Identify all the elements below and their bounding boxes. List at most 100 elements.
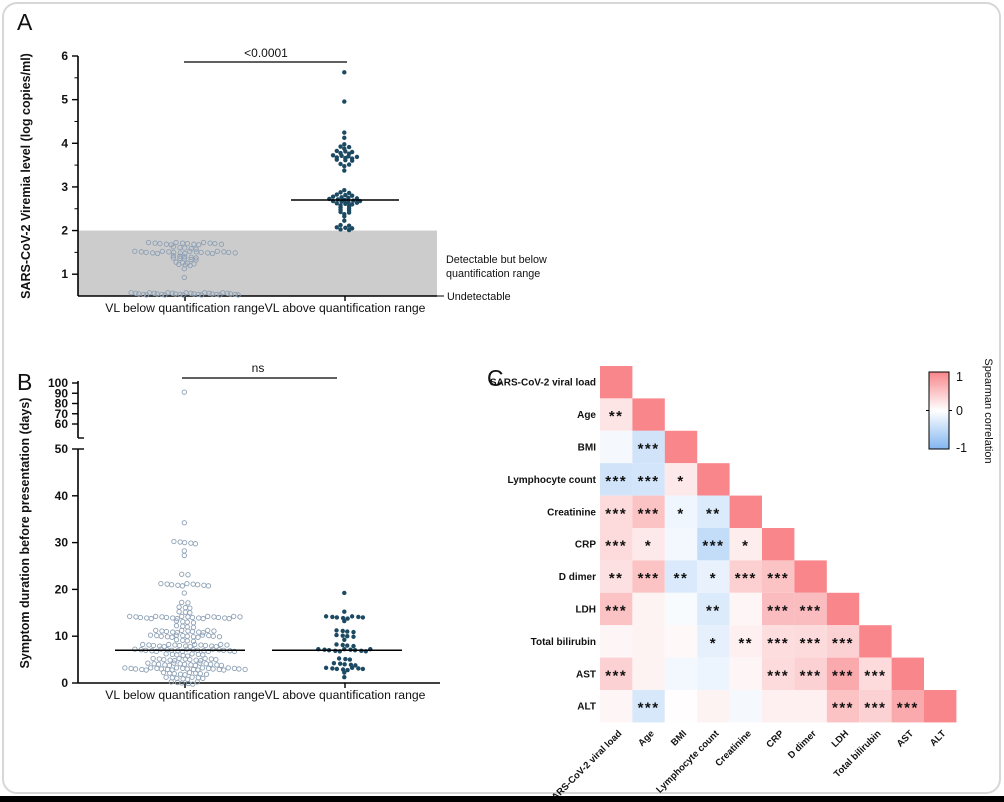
panel-b-open-dot bbox=[161, 656, 167, 663]
significance-stars: * bbox=[645, 538, 652, 555]
panel-b-filled-dot bbox=[340, 633, 345, 638]
panel-a-y-tick-label: 2 bbox=[61, 224, 68, 238]
panel-a-y-tick-label: 6 bbox=[61, 49, 68, 63]
panel-b-open-dot bbox=[184, 624, 190, 630]
panel-a-open-dot bbox=[169, 290, 176, 296]
heatmap-cell bbox=[729, 528, 762, 561]
panel-b-open-dot bbox=[181, 548, 187, 554]
significance-stars: *** bbox=[702, 538, 724, 555]
panel-a-filled-dot bbox=[342, 218, 347, 223]
panel-a-open-dot bbox=[170, 252, 176, 259]
panel-b-open-dot bbox=[184, 580, 190, 587]
panel-a-open-dot bbox=[196, 242, 202, 248]
panel-c-heatmap: SARS-CoV-2 viral load**Age***BMI*** *** *L… bbox=[490, 366, 957, 802]
panel-b-filled-dot bbox=[347, 657, 353, 662]
panel-c-letter: C bbox=[487, 365, 504, 391]
panel-b-open-dot bbox=[146, 642, 152, 648]
panel-a-open-dot bbox=[209, 250, 216, 257]
panel-b-open-dot bbox=[180, 618, 186, 625]
panel-b-open-dot bbox=[128, 665, 134, 672]
heatmap-cell bbox=[924, 690, 957, 723]
panel-a-open-dot bbox=[159, 248, 165, 254]
heatmap-cell bbox=[600, 495, 633, 528]
heatmap-column-label: CRP bbox=[764, 728, 786, 750]
panel-b-open-dot bbox=[182, 672, 188, 678]
panel-a-open-dot bbox=[225, 249, 232, 256]
panel-b-filled-dot bbox=[360, 666, 366, 672]
panel-a-open-dot bbox=[177, 255, 183, 262]
panel-b-open-dot bbox=[173, 637, 180, 643]
panel-b-open-dot bbox=[177, 671, 184, 677]
panel-b-open-dot bbox=[132, 666, 139, 672]
heatmap-row-label: ALT bbox=[577, 702, 596, 713]
panel-b-open-dot bbox=[211, 614, 217, 620]
heatmap-cell bbox=[600, 657, 633, 690]
panel-b-open-dot bbox=[169, 634, 175, 640]
heatmap-cell bbox=[826, 592, 860, 626]
panel-b-open-dot bbox=[179, 613, 185, 620]
heatmap-cell bbox=[697, 625, 730, 658]
panel-a-filled-dot bbox=[330, 194, 336, 199]
heatmap-row-label: LDH bbox=[575, 605, 596, 616]
panel-b-filled-dot bbox=[337, 661, 343, 666]
panel-b-open-dot bbox=[153, 648, 160, 654]
panel-b-filled-dot bbox=[340, 667, 346, 672]
significance-stars: ** bbox=[738, 635, 753, 652]
panel-b-open-dot bbox=[170, 615, 176, 621]
heatmap-cell bbox=[859, 625, 892, 658]
colorbar-tick-1: 1 bbox=[956, 370, 963, 384]
panel-b-open-dot bbox=[198, 642, 204, 648]
significance-stars: ** bbox=[706, 603, 721, 620]
significance-stars: *** bbox=[832, 667, 854, 684]
panel-b-letter: B bbox=[17, 369, 32, 395]
panel-b-filled-dot bbox=[334, 628, 339, 633]
panel-b-open-dot bbox=[182, 604, 189, 611]
panel-b-open-dot bbox=[192, 662, 199, 669]
panel-b-filled-dot bbox=[349, 614, 355, 619]
panel-a-filled-dot bbox=[338, 150, 343, 156]
heatmap-cell bbox=[794, 657, 827, 690]
panel-b-filled-dot bbox=[331, 660, 337, 666]
panel-b-open-dot bbox=[188, 662, 194, 668]
panel-b-filled-dot bbox=[336, 656, 342, 661]
heatmap-row-label: Creatinine bbox=[547, 507, 596, 518]
heatmap-cell bbox=[826, 657, 860, 690]
panel-b-open-dot bbox=[199, 632, 206, 638]
heatmap-row-label: Lymphocyte count bbox=[507, 475, 596, 486]
significance-stars: * bbox=[742, 538, 749, 555]
panel-b-open-dot bbox=[122, 665, 128, 671]
significance-stars: ** bbox=[706, 505, 721, 522]
panel-b-open-dot bbox=[214, 662, 220, 668]
panel-b-y-tick-label: 20 bbox=[55, 582, 69, 596]
panel-b-open-dot bbox=[143, 667, 149, 673]
panel-a-open-dot bbox=[214, 291, 220, 298]
panel-a-open-dot bbox=[193, 257, 199, 263]
panel-b-open-dot bbox=[161, 644, 167, 650]
panel-b-open-dot bbox=[192, 641, 198, 648]
significance-stars: *** bbox=[864, 667, 886, 684]
heatmap-row-label: D dimer bbox=[559, 572, 596, 583]
significance-stars: * bbox=[677, 505, 684, 522]
panel-b-open-dot bbox=[173, 618, 180, 624]
significance-stars: *** bbox=[800, 603, 822, 620]
panel-b-open-dot bbox=[242, 666, 248, 673]
panel-b-filled-dot bbox=[343, 656, 348, 662]
heatmap-cell bbox=[600, 690, 633, 723]
panel-a-open-dot bbox=[181, 274, 187, 281]
panel-b-open-dot bbox=[171, 538, 177, 545]
panel-a-open-dot bbox=[200, 239, 207, 246]
panel-a-filled-dot bbox=[342, 135, 347, 141]
panel-b-filled-dot bbox=[348, 662, 354, 668]
panel-a-open-dot bbox=[218, 241, 225, 247]
panel-b-filled-dot bbox=[323, 614, 329, 619]
panel-b-filled-dot bbox=[351, 643, 356, 649]
panel-a-open-dot bbox=[177, 291, 183, 298]
heatmap-cell bbox=[729, 657, 762, 690]
panel-b-y-tick-label: 10 bbox=[55, 629, 69, 643]
panel-b-open-dot bbox=[195, 634, 201, 640]
panel-a-open-dot bbox=[187, 248, 193, 254]
panel-a-open-dot bbox=[195, 291, 202, 298]
heatmap-column-label: BMI bbox=[669, 728, 689, 748]
